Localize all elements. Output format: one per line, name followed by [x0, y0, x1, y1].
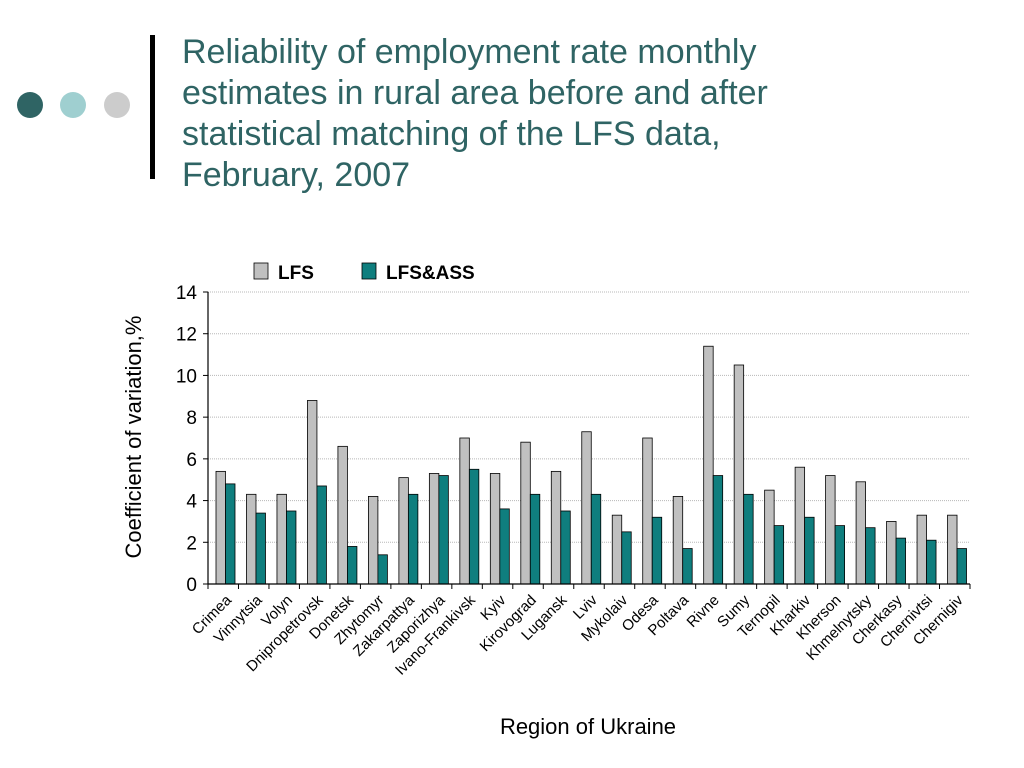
- bar-lfs-ass: [865, 527, 876, 585]
- bars: [215, 345, 967, 585]
- slide-title: Reliability of employment rate monthly e…: [182, 32, 982, 196]
- bar-lfs-ass: [347, 546, 358, 585]
- y-tick-label: 6: [186, 450, 197, 471]
- bar-lfs-ass: [560, 510, 571, 585]
- bar-lfs: [550, 470, 562, 585]
- bar-lfs-ass: [499, 508, 510, 585]
- y-tick-labels: 0 2 4 6 8 10 12 14: [176, 283, 198, 596]
- bar-lfs: [611, 514, 623, 585]
- bar-lfs: [916, 514, 927, 585]
- bar-lfs-ass: [773, 525, 785, 585]
- bar-lfs-ass: [407, 493, 419, 585]
- bar-lfs: [886, 521, 897, 585]
- bar-lfs: [489, 473, 501, 585]
- bar-lfs: [520, 441, 531, 585]
- bar-lfs: [398, 477, 409, 585]
- bar-lfs-ass: [316, 485, 327, 585]
- title-line-1: Reliability of employment rate monthly: [182, 33, 757, 71]
- x-tick-labels: CrimeaVinnytsiaVolynDnipropetrovskDonets…: [189, 591, 967, 678]
- title-line-4: February, 2007: [182, 156, 411, 194]
- legend-label-lfs: LFS: [278, 263, 314, 284]
- bar-lfs: [307, 400, 318, 585]
- legend-label-lfs-ass: LFS&ASS: [386, 263, 475, 284]
- bar-lfs-ass: [895, 537, 906, 585]
- dot-gray: [104, 92, 130, 118]
- title-line-2: estimates in rural area before and after: [182, 74, 768, 112]
- x-axis-label: Region of Ukraine: [500, 714, 676, 739]
- y-tick-label: 4: [186, 492, 197, 513]
- bar-lfs: [764, 489, 775, 585]
- bar-lfs: [794, 466, 806, 585]
- bar-lfs: [276, 493, 287, 585]
- legend-swatch-lfs: [253, 262, 269, 280]
- bar-lfs: [825, 475, 836, 585]
- bar-lfs: [947, 514, 958, 585]
- bar-lfs-ass: [590, 493, 602, 585]
- title-divider: [150, 35, 155, 179]
- legend-swatch-lfs-ass: [361, 262, 377, 280]
- y-tick-label: 12: [176, 325, 197, 346]
- y-tick-label: 8: [186, 408, 197, 429]
- bar-lfs: [672, 495, 684, 585]
- bar-lfs-ass: [286, 510, 297, 585]
- bar-lfs-ass: [468, 468, 480, 585]
- bar-lfs: [733, 364, 745, 585]
- dot-light: [60, 92, 86, 118]
- bar-lfs-ass: [377, 554, 388, 585]
- bar-lfs-ass: [529, 493, 541, 585]
- y-axis-label: Coefficient of variation,%: [121, 316, 146, 559]
- bar-lfs: [703, 345, 714, 585]
- bar-lfs-ass: [621, 531, 632, 585]
- title-line-3: statistical matching of the LFS data,: [182, 115, 721, 153]
- bar-lfs-ass: [804, 516, 815, 585]
- bar-lfs: [367, 495, 379, 585]
- bar-lfs: [581, 431, 592, 585]
- decorative-dots: [14, 92, 134, 120]
- bar-lfs-ass: [682, 548, 693, 585]
- x-tick-label: Rivne: [684, 592, 723, 631]
- bar-lfs: [337, 445, 348, 585]
- bar-lfs-ass: [834, 525, 845, 585]
- bar-lfs-ass: [651, 516, 663, 585]
- bar-lfs-ass: [225, 483, 236, 585]
- bar-lfs-ass: [926, 539, 937, 585]
- y-tick-label: 0: [186, 575, 197, 596]
- y-tick-label: 10: [176, 366, 197, 387]
- axes: [203, 291, 971, 589]
- bar-lfs: [642, 437, 653, 585]
- y-tick-label: 2: [186, 533, 197, 554]
- y-tick-label: 14: [176, 283, 198, 304]
- bar-lfs: [459, 437, 470, 585]
- bar-lfs-ass: [743, 493, 754, 585]
- bar-lfs-ass: [438, 475, 449, 585]
- bar-lfs: [428, 473, 440, 585]
- bar-lfs-ass: [712, 475, 724, 585]
- dot-dark: [17, 92, 43, 118]
- bar-lfs-ass: [956, 548, 967, 585]
- legend: LFS LFS&ASS: [253, 262, 475, 284]
- bar-lfs-ass: [255, 512, 266, 585]
- bar-lfs: [855, 481, 866, 585]
- bar-lfs: [215, 470, 226, 585]
- bar-lfs: [246, 493, 257, 585]
